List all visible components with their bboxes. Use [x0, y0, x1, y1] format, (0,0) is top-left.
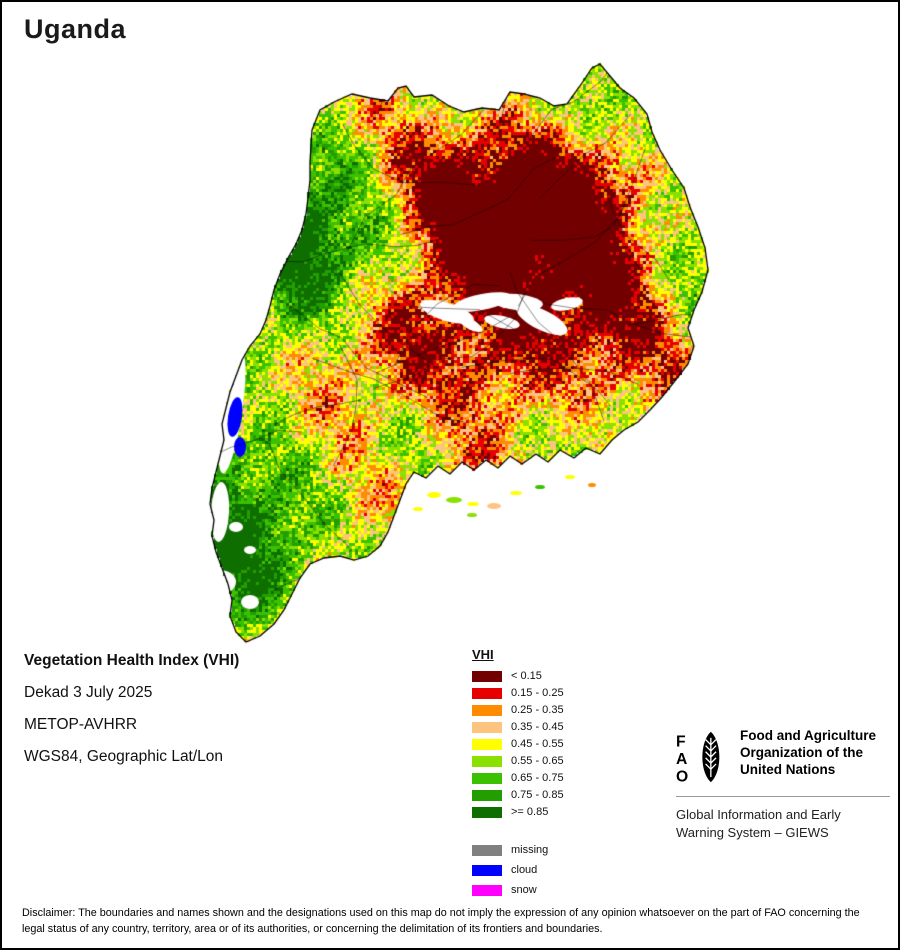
legend-item-label: 0.75 - 0.85	[511, 789, 564, 801]
legend-extra-items: missing cloud snow	[472, 844, 564, 896]
info-product: Vegetation Health Index (VHI)	[24, 652, 240, 669]
legend-swatch	[472, 772, 502, 784]
svg-text:A: A	[676, 751, 687, 768]
legend-items: < 0.15 0.15 - 0.25 0.25 - 0.35 0.35 - 0.45 0…	[472, 670, 564, 818]
legend-swatch	[472, 738, 502, 750]
fao-block: F A O Food and Agriculture Organization …	[676, 728, 890, 842]
legend-item-label: cloud	[511, 864, 538, 876]
legend-item: 0.65 - 0.75	[472, 772, 564, 784]
legend-item-label: missing	[511, 844, 549, 856]
fao-divider	[676, 796, 890, 797]
legend-swatch	[472, 755, 502, 767]
legend-item-label: snow	[511, 884, 537, 896]
legend-swatch	[472, 721, 502, 733]
svg-text:F: F	[676, 734, 686, 751]
giews-line: Warning System – GIEWS	[676, 825, 829, 841]
legend-title: VHI	[472, 647, 494, 662]
fao-org-line: United Nations	[740, 761, 836, 777]
legend-item-label: 0.25 - 0.35	[511, 704, 564, 716]
legend-item-label: 0.55 - 0.65	[511, 755, 564, 767]
map-metadata: Vegetation Health Index (VHI) Dekad 3 Ju…	[24, 652, 239, 780]
legend-item: 0.75 - 0.85	[472, 789, 564, 801]
legend-swatch	[472, 844, 502, 856]
svg-text:O: O	[676, 768, 688, 785]
legend-swatch	[472, 884, 502, 896]
fao-logo: F A O	[676, 731, 720, 785]
legend-swatch	[472, 704, 502, 716]
legend-item-label: 0.15 - 0.25	[511, 687, 564, 699]
legend-item: 0.55 - 0.65	[472, 755, 564, 767]
legend-swatch	[472, 670, 502, 682]
legend-item: 0.35 - 0.45	[472, 721, 564, 733]
legend-swatch	[472, 806, 502, 818]
giews-line: Global Information and Early	[676, 807, 841, 822]
legend-swatch	[472, 687, 502, 699]
legend-item-label: < 0.15	[511, 670, 542, 682]
legend-item-label: >= 0.85	[511, 806, 549, 818]
legend-item: 0.45 - 0.55	[472, 738, 564, 750]
fao-org-name: Food and Agriculture Organization of the…	[740, 728, 876, 779]
legend-swatch	[472, 864, 502, 876]
legend-item: 0.15 - 0.25	[472, 687, 564, 699]
legend-item-label: 0.45 - 0.55	[511, 738, 564, 750]
legend-item: missing	[472, 844, 564, 856]
uganda-vhi-map	[172, 57, 732, 657]
fao-org-line: Organization of the	[740, 744, 863, 760]
legend-item: cloud	[472, 864, 564, 876]
disclaimer: Disclaimer: The boundaries and names sho…	[22, 907, 860, 936]
legend-item: >= 0.85	[472, 806, 564, 818]
legend-item-label: 0.65 - 0.75	[511, 772, 564, 784]
legend-item-label: 0.35 - 0.45	[511, 721, 564, 733]
fao-lockup: F A O Food and Agriculture Organization …	[676, 728, 890, 786]
legend: VHI < 0.15 0.15 - 0.25 0.25 - 0.35 0.35 - 0…	[472, 647, 564, 904]
fao-org-line: Food and Agriculture	[740, 728, 876, 743]
giews-caption: Global Information and Early Warning Sys…	[676, 806, 890, 842]
legend-item: < 0.15	[472, 670, 564, 682]
info-projection: WGS84, Geographic Lat/Lon	[24, 748, 224, 765]
legend-item: 0.25 - 0.35	[472, 704, 564, 716]
info-dekad: Dekad 3 July 2025	[24, 684, 153, 701]
page-title: Uganda	[24, 14, 127, 44]
legend-swatch	[472, 789, 502, 801]
info-sensor: METOP-AVHRR	[24, 716, 138, 733]
legend-item: snow	[472, 884, 564, 896]
